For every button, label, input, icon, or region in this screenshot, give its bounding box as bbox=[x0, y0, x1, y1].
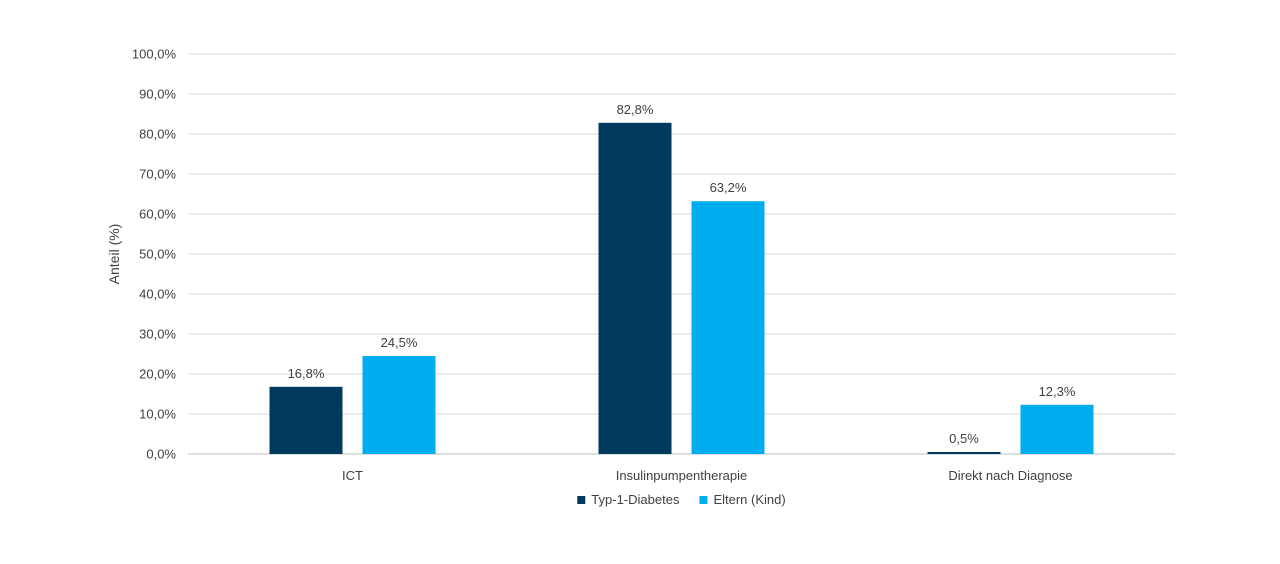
y-tick-label: 30,0% bbox=[139, 327, 176, 342]
gridlines bbox=[188, 53, 1175, 455]
bar bbox=[269, 386, 343, 454]
data-label: 12,3% bbox=[1039, 384, 1076, 399]
y-tick-label: 70,0% bbox=[139, 167, 176, 182]
bars bbox=[269, 122, 1094, 455]
legend: Typ-1-Diabetes Eltern (Kind) bbox=[577, 492, 786, 507]
bar bbox=[927, 452, 1001, 454]
y-tick-label: 10,0% bbox=[139, 407, 176, 422]
y-axis-title: Anteil (%) bbox=[106, 224, 122, 285]
y-tick-label: 0,0% bbox=[146, 447, 176, 462]
bar bbox=[1020, 404, 1094, 454]
y-tick-label: 40,0% bbox=[139, 287, 176, 302]
bar bbox=[362, 356, 436, 454]
y-tick-label: 90,0% bbox=[139, 87, 176, 102]
data-label: 82,8% bbox=[617, 102, 654, 117]
bar bbox=[598, 122, 672, 455]
x-category-label: Direkt nach Diagnose bbox=[948, 468, 1072, 483]
y-axis-ticks: 0,0% 10,0% 20,0% 30,0% 40,0% 50,0% 60,0% 70,0% 8… bbox=[132, 47, 177, 462]
legend-label: Eltern (Kind) bbox=[713, 492, 785, 507]
x-category-label: ICT bbox=[342, 468, 363, 483]
bar bbox=[691, 201, 765, 454]
x-axis-categories: ICT Insulinpumpentherapie Direkt nach Diag… bbox=[342, 468, 1073, 483]
legend-swatch bbox=[577, 496, 586, 504]
data-labels: 16,8% 24,5% 82,8% 63,2% 0,5% 12,3% bbox=[288, 102, 1076, 446]
y-tick-label: 80,0% bbox=[139, 127, 176, 142]
y-tick-label: 60,0% bbox=[139, 207, 176, 222]
y-tick-label: 20,0% bbox=[139, 367, 176, 382]
y-tick-label: 50,0% bbox=[139, 247, 176, 262]
legend-label: Typ-1-Diabetes bbox=[591, 492, 680, 507]
data-label: 24,5% bbox=[381, 335, 418, 350]
data-label: 16,8% bbox=[288, 366, 325, 381]
data-label: 0,5% bbox=[949, 431, 979, 446]
y-tick-label: 100,0% bbox=[132, 47, 177, 62]
x-category-label: Insulinpumpentherapie bbox=[616, 468, 748, 483]
data-label: 63,2% bbox=[710, 180, 747, 195]
legend-swatch bbox=[699, 496, 708, 504]
